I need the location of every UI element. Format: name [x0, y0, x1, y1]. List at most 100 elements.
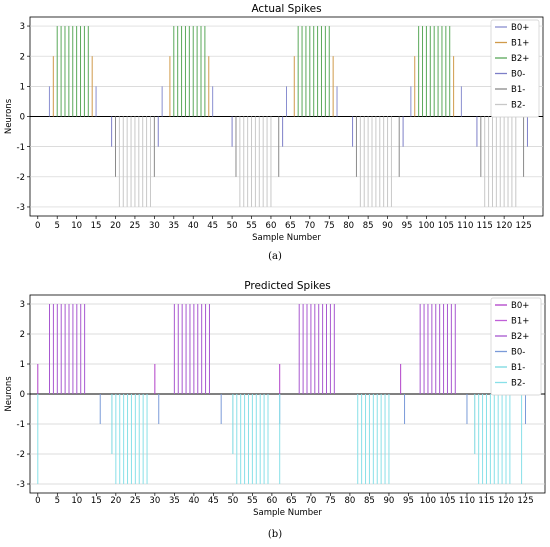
y-tick-label: -1 — [17, 143, 25, 153]
x-tick-label: 105 — [438, 221, 454, 231]
chart-title: Actual Spikes — [251, 3, 321, 15]
x-tick-label: 5 — [55, 496, 60, 506]
legend-label: B0- — [511, 348, 525, 358]
x-tick-label: 50 — [227, 496, 238, 506]
y-tick-label: -2 — [17, 173, 25, 183]
series-b1plus — [52, 56, 455, 117]
x-axis-label: Sample Number — [253, 508, 322, 518]
y-tick-label: -2 — [17, 450, 25, 460]
figure-caption: (b) — [268, 529, 282, 540]
x-tick-label: 100 — [418, 221, 434, 231]
legend-label: B2+ — [511, 332, 529, 342]
x-tick-label: 120 — [496, 221, 512, 231]
x-tick-label: 85 — [363, 221, 374, 231]
x-tick-label: 125 — [515, 221, 531, 231]
x-tick-label: 5 — [54, 221, 59, 231]
x-tick-label: 75 — [325, 496, 336, 506]
x-tick-label: 35 — [169, 496, 180, 506]
legend-label: B1+ — [511, 317, 529, 327]
x-tick-label: 15 — [91, 221, 102, 231]
x-tick-label: 80 — [343, 221, 354, 231]
x-tick-label: 35 — [168, 221, 179, 231]
x-tick-label: 95 — [403, 496, 414, 506]
x-tick-label: 55 — [247, 496, 258, 506]
x-tick-label: 65 — [286, 496, 297, 506]
x-tick-label: 70 — [305, 496, 316, 506]
chart-title: Predicted Spikes — [244, 280, 331, 292]
legend-label: B0+ — [511, 301, 529, 311]
x-tick-label: 45 — [208, 496, 219, 506]
series-b2minus — [118, 116, 517, 207]
x-tick-label: 55 — [246, 221, 257, 231]
x-tick-label: 65 — [285, 221, 296, 231]
x-tick-label: 0 — [35, 221, 40, 231]
legend-label: B2- — [511, 101, 525, 111]
x-tick-label: 115 — [478, 496, 494, 506]
y-axis-label: Neurons — [4, 98, 14, 134]
y-axis-label: Neurons — [4, 376, 14, 412]
legend-label: B2+ — [511, 54, 529, 64]
legend-box — [490, 297, 542, 396]
x-tick-label: 25 — [130, 221, 141, 231]
x-tick-label: 85 — [364, 496, 375, 506]
x-tick-label: 45 — [207, 221, 218, 231]
x-tick-label: 100 — [420, 496, 436, 506]
y-tick-label: 2 — [20, 52, 25, 62]
y-tick-label: 1 — [20, 360, 25, 370]
legend-label: B2- — [511, 379, 525, 389]
x-tick-label: 110 — [457, 221, 473, 231]
x-tick-label: 120 — [498, 496, 514, 506]
x-tick-label: 80 — [345, 496, 356, 506]
x-tick-label: 90 — [384, 496, 395, 506]
y-tick-label: -3 — [17, 480, 25, 490]
y-tick-label: 3 — [20, 300, 25, 310]
y-tick-label: 1 — [20, 83, 25, 93]
x-tick-label: 105 — [439, 496, 455, 506]
series-b1minus — [115, 116, 525, 177]
series-b0plus — [48, 86, 462, 117]
x-tick-label: 60 — [266, 221, 277, 231]
legend-label: B1+ — [511, 39, 529, 49]
x-tick-label: 110 — [459, 496, 475, 506]
x-tick-label: 20 — [110, 221, 121, 231]
x-tick-label: 20 — [110, 496, 121, 506]
series-b2plus — [56, 26, 451, 117]
y-tick-label: 0 — [20, 113, 25, 123]
x-tick-label: 0 — [35, 496, 40, 506]
x-tick-label: 25 — [130, 496, 141, 506]
x-tick-label: 10 — [71, 496, 82, 506]
x-tick-label: 75 — [324, 221, 335, 231]
figure-caption: (a) — [268, 251, 282, 262]
x-tick-label: 50 — [227, 221, 238, 231]
legend-box — [490, 19, 540, 118]
series-b2plus — [49, 304, 456, 394]
series-b1minus — [111, 394, 476, 454]
x-tick-label: 90 — [382, 221, 393, 231]
x-tick-label: 95 — [402, 221, 413, 231]
y-tick-label: 3 — [20, 22, 25, 32]
y-tick-label: -1 — [17, 420, 25, 430]
x-tick-label: 10 — [71, 221, 82, 231]
x-tick-label: 40 — [188, 221, 199, 231]
y-tick-label: -3 — [17, 203, 25, 213]
x-axis-label: Sample Number — [252, 233, 321, 243]
x-tick-label: 40 — [188, 496, 199, 506]
legend: B0+ B1+ B2+ B0- B1- B2- — [490, 19, 540, 118]
x-tick-label: 70 — [304, 221, 315, 231]
series-b2minus — [37, 394, 523, 484]
legend-label: B1- — [511, 363, 525, 373]
legend-label: B0- — [511, 70, 525, 80]
x-tick-label: 30 — [149, 496, 160, 506]
legend-label: B1- — [511, 85, 525, 95]
x-tick-label: 15 — [91, 496, 102, 506]
series-b0minus — [111, 116, 528, 147]
x-tick-label: 125 — [517, 496, 533, 506]
y-grid — [30, 303, 545, 485]
x-tick-label: 30 — [149, 221, 160, 231]
y-tick-label: 0 — [20, 390, 25, 400]
legend-label: B0+ — [511, 23, 529, 33]
x-tick-label: 60 — [266, 496, 277, 506]
